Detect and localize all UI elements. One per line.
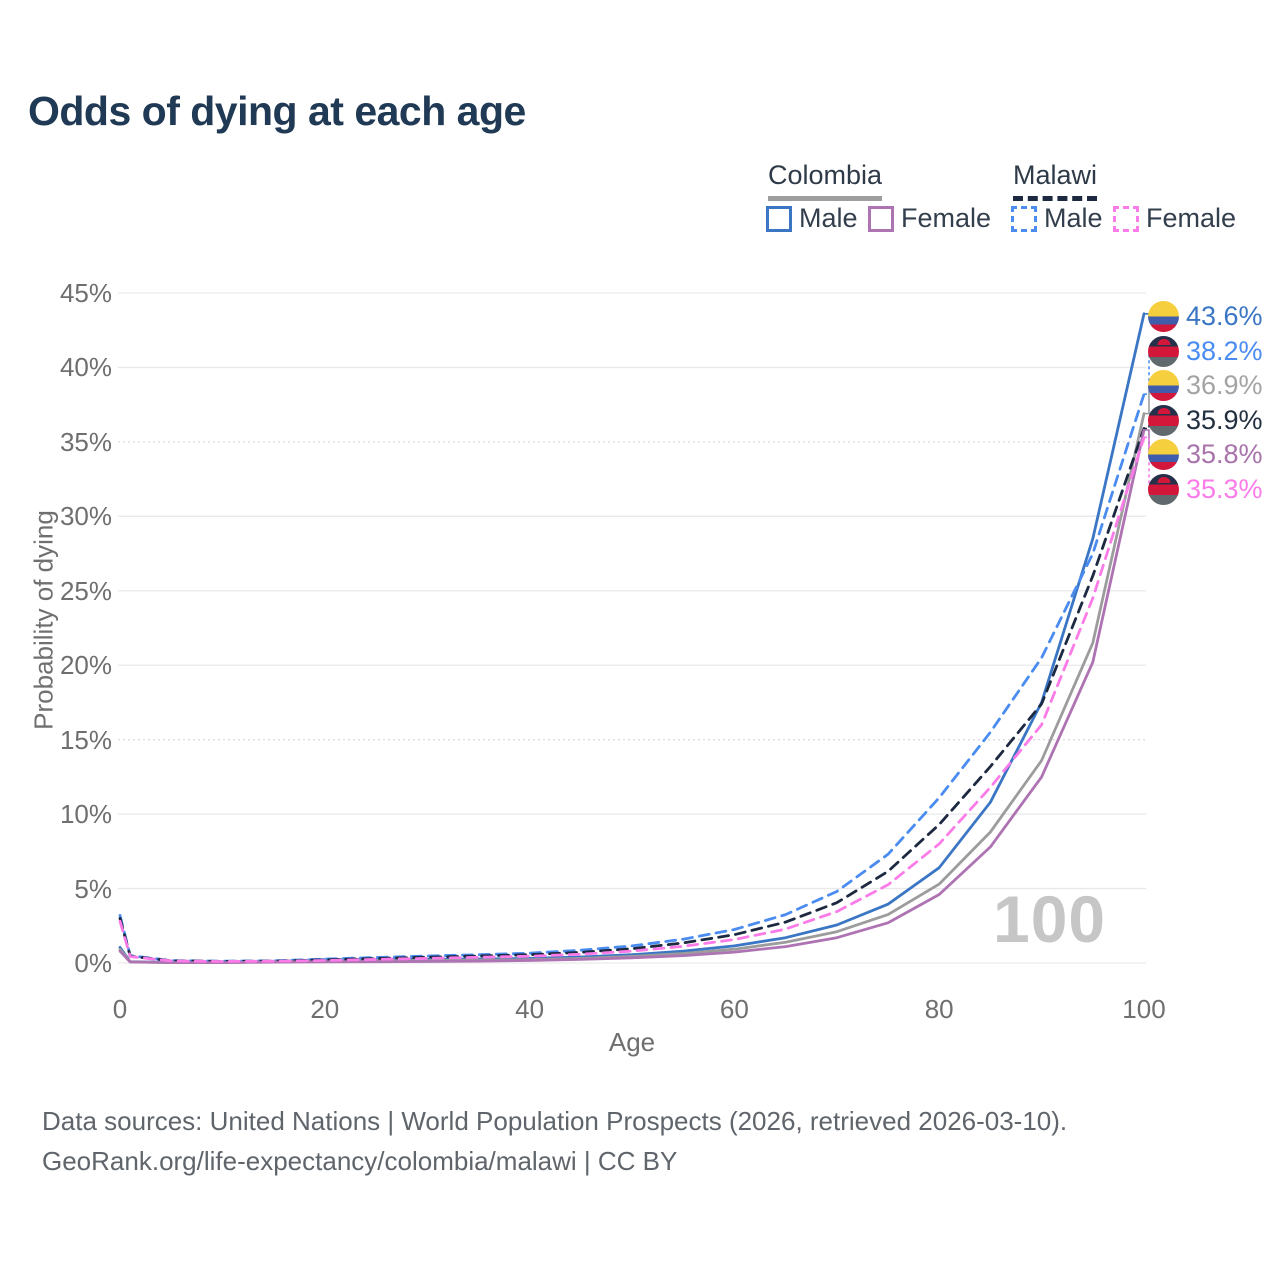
y-tick-30: 30% xyxy=(59,501,112,532)
end-label-value: 38.2% xyxy=(1186,335,1263,366)
x-tick-100: 100 xyxy=(1122,994,1166,1024)
end-label-malawi-male: 38.2% xyxy=(1148,335,1263,367)
y-tick-35: 35% xyxy=(59,426,112,457)
end-label-malawi-both-sexes: 35.9% xyxy=(1148,404,1263,436)
colombia-male-swatch-icon xyxy=(766,205,792,232)
legend-malawi-label: Malawi xyxy=(1013,160,1098,201)
end-label-value: 35.3% xyxy=(1186,473,1263,504)
x-tick-60: 60 xyxy=(719,994,749,1024)
y-tick-15: 15% xyxy=(59,724,112,755)
malawi-flag-icon xyxy=(1148,473,1179,505)
x-tick-0: 0 xyxy=(112,994,128,1024)
end-label-colombia-male: 43.6% xyxy=(1148,301,1263,333)
hovered-age-watermark: 100 xyxy=(993,882,1107,956)
legend-group-colombia: Colombia xyxy=(768,160,883,201)
end-label-colombia-female: 35.8% xyxy=(1148,439,1263,471)
legend-item-label: Female xyxy=(1146,203,1237,233)
legend-item-label: Female xyxy=(901,203,992,233)
colombia-female-swatch-icon xyxy=(868,205,894,232)
y-tick-0: 0% xyxy=(74,948,112,978)
y-tick-10: 10% xyxy=(59,799,112,830)
y-tick-45: 45% xyxy=(59,278,112,308)
series-line-colombia-both-sexes[interactable] xyxy=(118,412,1146,964)
end-label-malawi-female: 35.3% xyxy=(1148,473,1263,505)
colombia-flag-icon xyxy=(1148,301,1179,333)
chart-title: Odds of dying at each age xyxy=(28,88,526,134)
x-axis-title: Age xyxy=(608,1027,656,1057)
legend-item-malawi-female[interactable]: Female xyxy=(1113,205,1236,232)
x-tick-40: 40 xyxy=(515,994,545,1024)
y-tick-5: 5% xyxy=(74,873,112,904)
malawi-male-swatch-icon xyxy=(1011,205,1037,232)
malawi-flag-icon xyxy=(1148,335,1179,367)
end-label-colombia-both-sexes: 36.9% xyxy=(1148,370,1263,402)
series-line-colombia-female[interactable] xyxy=(118,428,1146,964)
end-label-connector xyxy=(1144,436,1154,490)
x-tick-20: 20 xyxy=(310,994,340,1024)
malawi-flag-icon xyxy=(1148,404,1179,436)
legend-item-malawi-male[interactable]: Male xyxy=(1011,205,1103,232)
y-tick-25: 25% xyxy=(59,575,112,606)
series-line-colombia-male[interactable] xyxy=(118,312,1146,964)
legend-colombia-label: Colombia xyxy=(768,160,883,201)
y-tick-40: 40% xyxy=(59,352,112,383)
malawi-female-swatch-icon xyxy=(1113,205,1139,232)
series-line-malawi-both-sexes[interactable] xyxy=(118,427,1146,963)
end-label-value: 35.9% xyxy=(1186,404,1263,435)
end-label-value: 43.6% xyxy=(1186,301,1263,332)
end-label-value: 35.8% xyxy=(1186,439,1263,470)
attribution-text: GeoRank.org/life-expectancy/colombia/mal… xyxy=(42,1146,678,1176)
y-tick-20: 20% xyxy=(59,650,112,681)
legend-item-colombia-female[interactable]: Female xyxy=(868,205,991,232)
legend-group-malawi: Malawi xyxy=(1013,160,1098,201)
legend-item-label: Male xyxy=(1044,203,1103,233)
y-axis-title: Probability of dying xyxy=(28,510,59,730)
series-line-malawi-male[interactable] xyxy=(118,392,1146,963)
legend-item-colombia-male[interactable]: Male xyxy=(766,205,858,232)
end-label-value: 36.9% xyxy=(1186,370,1263,401)
series-line-malawi-female[interactable] xyxy=(118,435,1146,963)
legend-item-label: Male xyxy=(799,203,858,233)
colombia-flag-icon xyxy=(1148,370,1179,402)
data-sources-text: Data sources: United Nations | World Pop… xyxy=(42,1106,1068,1136)
colombia-flag-icon xyxy=(1148,439,1179,471)
end-label-connector xyxy=(1144,419,1154,430)
x-tick-80: 80 xyxy=(924,994,954,1024)
